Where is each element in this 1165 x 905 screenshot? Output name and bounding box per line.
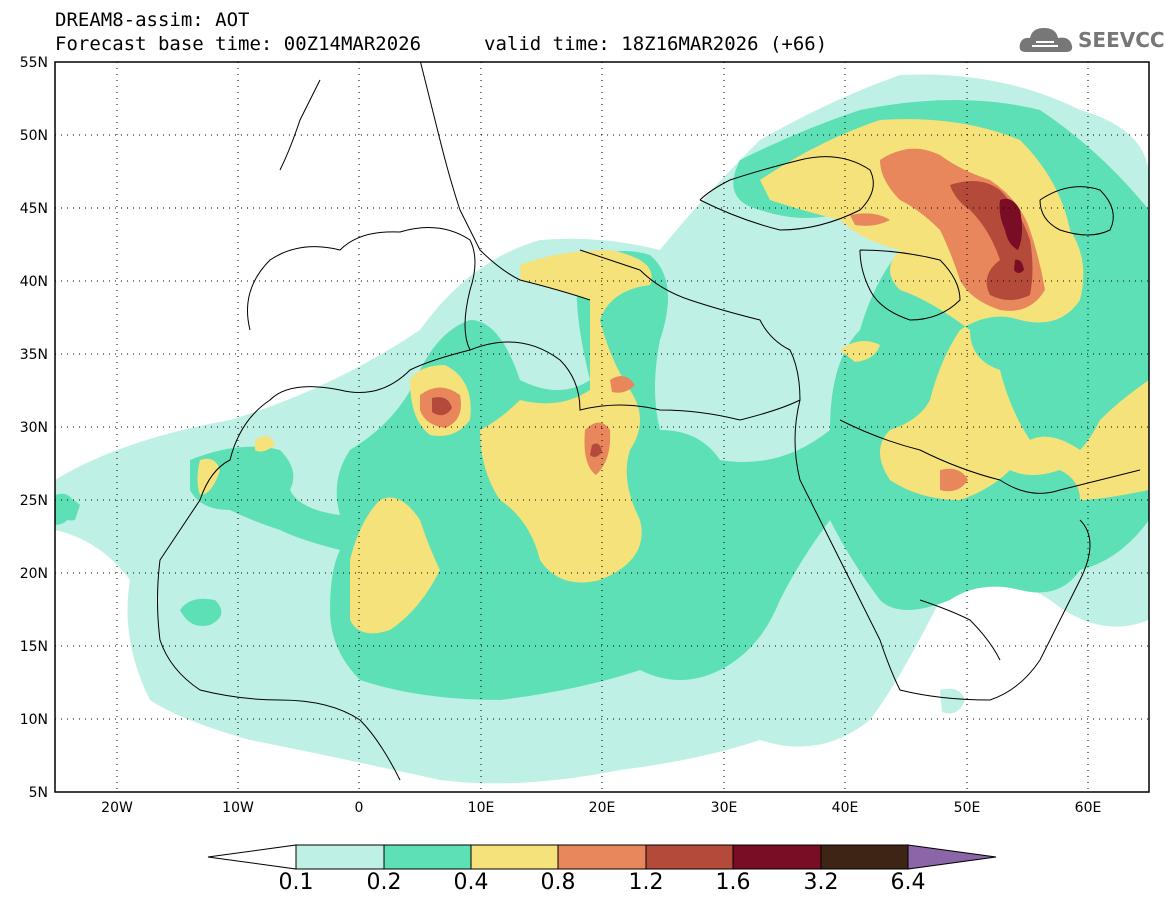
lon-label: 10E [467, 800, 495, 816]
lon-label: 20W [101, 800, 133, 816]
forecast-base-time: Forecast base time: 00Z14MAR2026 [55, 33, 422, 55]
colorbar-label: 1.6 [715, 870, 751, 895]
lat-label: 55N [19, 55, 48, 71]
graticule [55, 62, 1149, 792]
lon-label: 10W [222, 800, 254, 816]
cloud-icon [1019, 28, 1073, 52]
colorbar-above-arrow [907, 844, 997, 870]
lat-label: 45N [19, 201, 48, 217]
colorbar-swatch [732, 844, 822, 870]
lat-label: 30N [19, 420, 48, 436]
colorbar-label: 0.8 [540, 870, 576, 895]
lon-label: 30E [710, 800, 738, 816]
lon-label: 0 [354, 800, 364, 816]
map-frame [54, 61, 1150, 793]
logo-text: SEEVCCC [1078, 28, 1165, 52]
lat-label: 25N [19, 493, 48, 509]
lon-label: 20E [588, 800, 616, 816]
lat-label: 10N [19, 712, 48, 728]
colorbar-label: 6.4 [890, 870, 926, 895]
colorbar-swatch [383, 844, 472, 870]
lon-label: 40E [831, 800, 859, 816]
lat-label: 5N [28, 785, 48, 801]
colorbar-swatch [645, 844, 734, 870]
colorbar-label: 1.2 [628, 870, 664, 895]
lat-label: 35N [19, 347, 48, 363]
colorbar-swatch [820, 844, 909, 870]
lat-label: 50N [19, 128, 48, 144]
colorbar-swatch [470, 844, 559, 870]
colorbar-label: 0.1 [278, 870, 314, 895]
colorbar-label: 0.2 [366, 870, 402, 895]
lon-label: 60E [1074, 800, 1102, 816]
lat-label: 40N [19, 274, 48, 290]
colorbar-label: 0.4 [453, 870, 489, 895]
lat-label: 15N [19, 639, 48, 655]
colorbar-label: 3.2 [803, 870, 839, 895]
lat-label: 20N [19, 566, 48, 582]
valid-time: valid time: 18Z16MAR2026 (+66) [484, 33, 828, 55]
colorbar [207, 844, 997, 870]
lon-label: 50E [953, 800, 981, 816]
coastlines [157, 62, 1141, 781]
colorbar-below-arrow [207, 844, 297, 870]
chart-title: DREAM8-assim: AOT [55, 9, 250, 31]
seevccc-logo: SEEVCCC [1018, 22, 1165, 58]
colorbar-swatch [295, 844, 385, 870]
colorbar-swatch [557, 844, 647, 870]
